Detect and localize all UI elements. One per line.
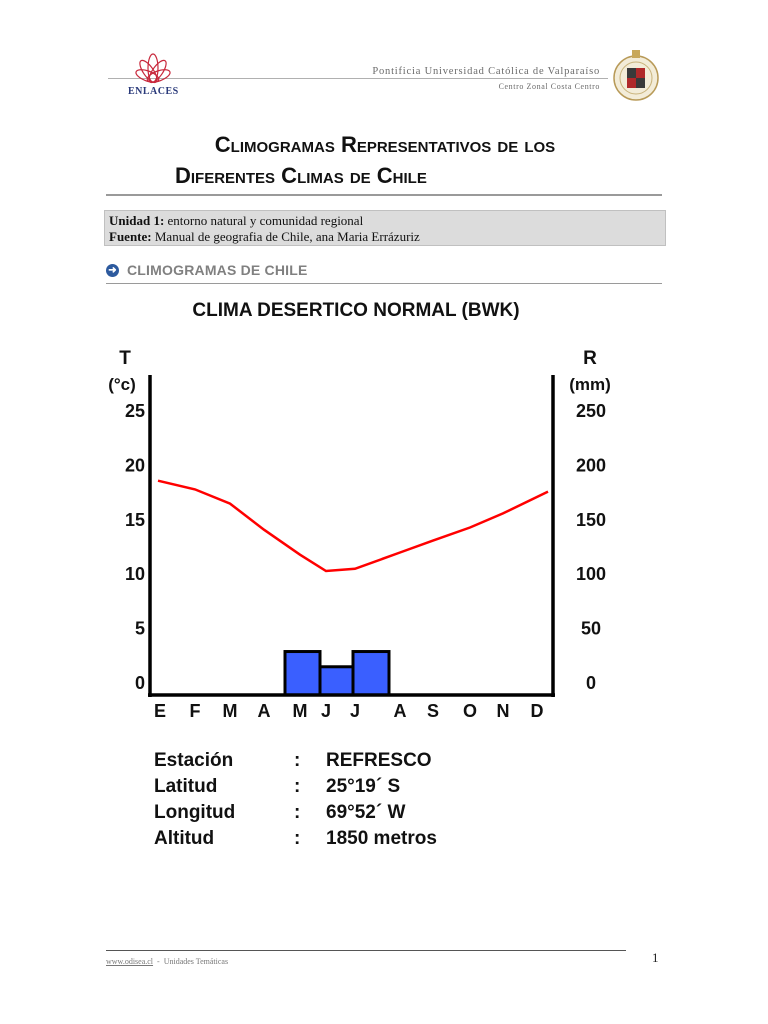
info-box: Unidad 1: entorno natural y comunidad re… (104, 210, 666, 246)
month-label: M (293, 701, 308, 721)
left-tick-label: 5 (135, 619, 145, 639)
station-row: Latitud: 25°19´ S (154, 776, 437, 802)
section-heading: ➜ CLIMOGRAMAS DE CHILE (106, 262, 308, 278)
left-tick-label: 0 (135, 673, 145, 693)
month-label: A (394, 701, 407, 721)
right-axis-ticks: 0 50 100 150 200 250 (576, 401, 606, 693)
header-rule (108, 78, 608, 79)
section-rule (106, 283, 662, 284)
station-value: 69°52´ W (326, 802, 406, 823)
footer-section: Unidades Temáticas (163, 957, 229, 966)
arrow-right-circle-icon: ➜ (106, 263, 119, 277)
month-label: M (223, 701, 238, 721)
month-label: A (258, 701, 271, 721)
center-name: Centro Zonal Costa Centro (498, 82, 600, 91)
month-label: O (463, 701, 477, 721)
month-label: F (190, 701, 201, 721)
month-label: E (154, 701, 166, 721)
station-key: Latitud (154, 776, 218, 797)
month-label: D (531, 701, 544, 721)
right-tick-label: 150 (576, 510, 606, 530)
right-axis-title: R (583, 348, 597, 369)
source-value: Manual de geografia de Chile, ana Maria … (151, 229, 420, 244)
university-name: Pontificia Universidad Católica de Valpa… (372, 66, 600, 77)
station-separator: : (294, 828, 301, 849)
unit-label: Unidad 1: (109, 213, 165, 228)
precipitation-bars (283, 650, 391, 697)
footer-rule (106, 950, 626, 951)
station-key: Altitud (154, 828, 215, 849)
left-axis-unit: (°c) (108, 375, 136, 394)
month-label: J (321, 701, 331, 721)
station-value: REFRESCO (326, 750, 432, 771)
chart-title: CLIMA DESERTICO NORMAL (BWK) (192, 300, 519, 321)
right-tick-label: 100 (576, 564, 606, 584)
left-tick-label: 25 (125, 401, 145, 421)
station-row: Estación: REFRESCO (154, 750, 437, 776)
university-seal-icon (613, 50, 659, 101)
precipitation-bar (283, 650, 322, 697)
station-separator: : (294, 802, 301, 823)
title-rule (106, 194, 662, 196)
footer-link[interactable]: www.odisea.cl (106, 957, 154, 966)
enlaces-logo-text: ENLACES (128, 86, 179, 97)
station-row: Altitud: 1850 metros (154, 828, 437, 854)
station-value: 25°19´ S (326, 776, 401, 797)
left-tick-label: 15 (125, 510, 145, 530)
precipitation-bar (351, 650, 391, 697)
month-label: J (350, 701, 360, 721)
month-label: S (427, 701, 439, 721)
station-value: 1850 metros (326, 828, 437, 849)
left-tick-label: 10 (125, 564, 145, 584)
station-separator: : (294, 776, 301, 797)
left-axis-title: T (119, 348, 131, 369)
right-tick-label: 250 (576, 401, 606, 421)
station-info: Estación: REFRESCO Latitud: 25°19´ S Longitu… (154, 750, 437, 854)
station-key: Longitud (154, 802, 236, 823)
section-label: CLIMOGRAMAS DE CHILE (127, 262, 308, 278)
page-number: 1 (652, 950, 659, 965)
station-separator: : (294, 750, 301, 771)
temperature-line (157, 479, 549, 573)
page-title-line-1: Climogramas Representativos de los (214, 132, 556, 157)
enlaces-logo-icon (135, 53, 171, 84)
left-axis-ticks: 0 5 10 15 20 25 (125, 401, 145, 693)
right-tick-label: 50 (581, 619, 601, 639)
right-tick-label: 0 (586, 673, 596, 693)
footer-text: www.odisea.cl - Unidades Temáticas (106, 957, 228, 966)
left-tick-label: 20 (125, 455, 145, 475)
station-row: Longitud: 69°52´ W (154, 802, 437, 828)
page-title-line-2: Diferentes Climas de Chile (175, 163, 427, 188)
unit-value: entorno natural y comunidad regional (164, 213, 364, 228)
footer-separator: - (153, 957, 164, 966)
month-label: N (497, 701, 510, 721)
station-key: Estación (154, 750, 234, 771)
right-tick-label: 200 (576, 455, 606, 475)
right-axis-unit: (mm) (569, 375, 611, 394)
source-label: Fuente: (109, 229, 152, 244)
precipitation-bar (318, 665, 355, 697)
